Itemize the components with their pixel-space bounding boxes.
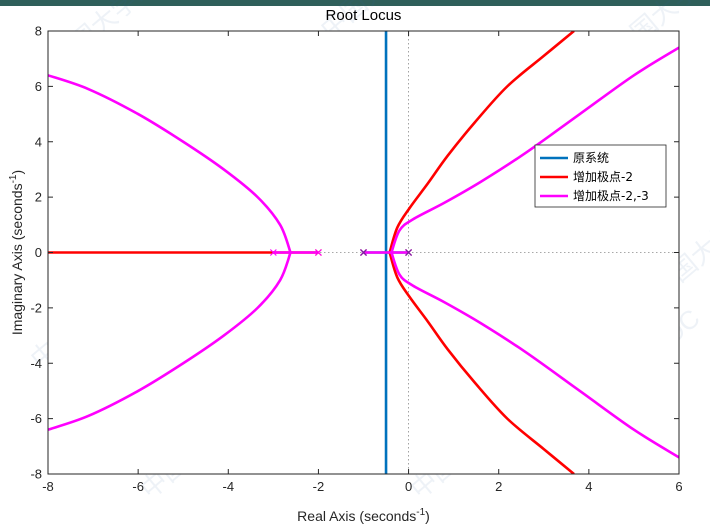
pole-marker-shared-2 — [360, 249, 367, 256]
header-strip — [0, 0, 710, 6]
x-tick-label-6: 4 — [585, 479, 592, 494]
x-axis-label: Real Axis (seconds-1) — [297, 507, 430, 524]
y-axis-label-text: Imaginary Axis (seconds — [9, 183, 25, 335]
series-3-branch-4 — [390, 252, 679, 459]
axis-ticks — [47, 30, 680, 475]
y-tick-label-5: 2 — [35, 190, 42, 205]
pole-marker-s3-4 — [269, 249, 277, 256]
y-tick-label-1: -6 — [30, 411, 42, 426]
legend-label-1: 原系统 — [573, 151, 609, 165]
y-axis-label-sup: -1 — [8, 174, 19, 183]
x-tick-label-4: 0 — [405, 479, 412, 494]
x-axis-label-text: Real Axis (seconds — [297, 508, 416, 524]
y-tick-label-8: 8 — [35, 24, 42, 39]
series-3 — [48, 46, 679, 459]
series-3-branch-1 — [48, 74, 292, 253]
series-3-branch-3 — [390, 46, 679, 253]
y-tick-labels: -8 -6 -4 -2 0 2 4 6 8 — [30, 24, 42, 482]
x-axis-label-sup: -1 — [416, 507, 425, 518]
pole-marker-shared-1 — [405, 249, 412, 256]
x-tick-label-3: -2 — [313, 479, 325, 494]
legend-label-2: 增加极点-2 — [573, 170, 633, 184]
x-tick-label-2: -4 — [223, 479, 235, 494]
x-axis-label-close: ) — [425, 508, 430, 524]
x-tick-label-0: -8 — [42, 479, 54, 494]
series-layer — [48, 31, 679, 474]
y-tick-label-2: -4 — [30, 356, 42, 371]
x-tick-labels: -8 -6 -4 -2 0 2 4 6 — [42, 479, 682, 494]
y-tick-label-3: -2 — [30, 300, 42, 315]
x-tick-label-5: 2 — [495, 479, 502, 494]
series-2-branch-3 — [388, 252, 575, 474]
y-tick-label-0: -8 — [30, 467, 42, 482]
x-tick-label-7: 6 — [675, 479, 682, 494]
chart-title: Root Locus — [326, 7, 402, 24]
y-tick-label-4: 0 — [35, 245, 42, 260]
pole-marker-s3-3 — [315, 249, 322, 256]
y-axis-label-close: ) — [9, 170, 25, 175]
series-3-branch-2 — [48, 252, 292, 431]
pole-markers — [269, 249, 412, 256]
x-tick-label-1: -6 — [132, 479, 144, 494]
y-tick-label-7: 6 — [35, 79, 42, 94]
series-2-branch-2 — [388, 31, 575, 253]
legend-label-3: 增加极点-2,-3 — [573, 189, 649, 203]
y-axis-label: Imaginary Axis (seconds-1) — [8, 170, 25, 335]
y-tick-label-6: 4 — [35, 134, 42, 149]
